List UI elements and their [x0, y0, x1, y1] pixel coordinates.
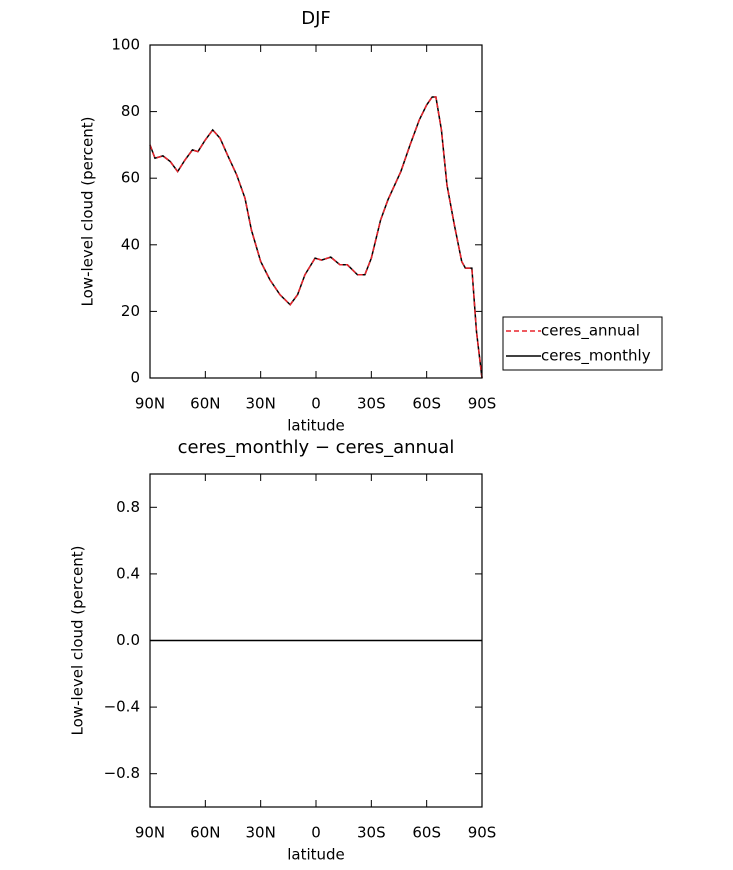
y-tick-label: 20 — [121, 302, 140, 320]
y-axis-label: Low-level cloud (percent) — [69, 546, 87, 736]
y-tick-label: −0.4 — [104, 698, 140, 716]
plot-frame — [149, 44, 483, 379]
y-tick-label: 0 — [130, 369, 140, 387]
legend-label: ceres_annual — [541, 322, 640, 341]
x-tick-label: 90N — [135, 824, 165, 842]
legend-label: ceres_monthly — [541, 347, 651, 366]
y-tick-label: 80 — [121, 102, 140, 120]
x-tick-label: 60N — [190, 824, 220, 842]
x-tick-label: 90S — [468, 824, 497, 842]
x-axis-label: latitude — [287, 417, 345, 435]
x-tick-label: 0 — [311, 824, 321, 842]
x-tick-label: 30N — [246, 395, 276, 413]
x-axis-label: latitude — [287, 846, 345, 864]
y-tick-label: 60 — [121, 169, 140, 187]
x-tick-label: 90N — [135, 395, 165, 413]
y-tick-label: −0.8 — [104, 764, 140, 782]
plot-frame — [149, 473, 483, 808]
data-line — [149, 96, 483, 379]
x-tick-label: 0 — [311, 395, 321, 413]
y-axis-label: Low-level cloud (percent) — [79, 117, 97, 307]
y-tick-label: 0.0 — [116, 631, 140, 649]
chart-title: DJF — [301, 8, 331, 29]
x-tick-label: 30S — [357, 824, 386, 842]
x-tick-label: 90S — [468, 395, 497, 413]
y-tick-label: 100 — [111, 36, 140, 54]
x-tick-label: 60S — [412, 395, 441, 413]
x-tick-label: 60N — [190, 395, 220, 413]
y-tick-label: 0.8 — [116, 498, 140, 516]
legend-box — [502, 316, 663, 371]
x-tick-label: 30S — [357, 395, 386, 413]
data-line — [149, 96, 483, 379]
x-tick-label: 60S — [412, 824, 441, 842]
x-tick-label: 30N — [246, 824, 276, 842]
y-tick-label: 40 — [121, 235, 140, 253]
y-tick-label: 0.4 — [116, 564, 140, 582]
chart-title: ceres_monthly − ceres_annual — [178, 437, 455, 458]
